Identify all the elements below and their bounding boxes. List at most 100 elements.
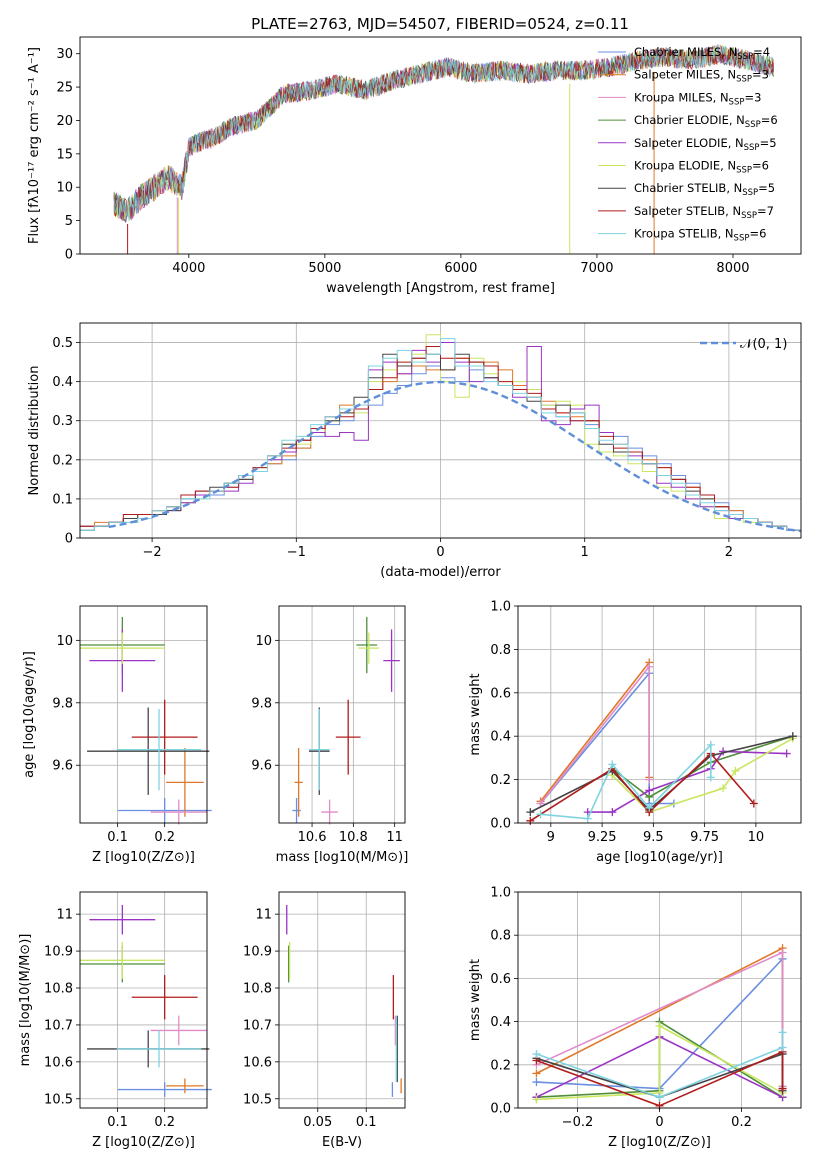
y-tick-label: 0.5 <box>52 336 73 351</box>
weight-marker <box>778 1043 787 1052</box>
weight-marker <box>645 803 654 812</box>
x-axis-label: (data-model)/error <box>380 565 501 580</box>
legend-label-sub: SSP <box>744 143 760 153</box>
weight-marker <box>532 1095 541 1104</box>
spectrum-title: PLATE=2763, MJD=54507, FIBERID=0524, z=0… <box>251 15 629 33</box>
x-tick-label: 0.05 <box>303 1115 332 1130</box>
legend-label-text: Salpeter MILES, N <box>634 68 736 82</box>
weight-series <box>536 662 654 808</box>
error-bar-point <box>321 799 338 825</box>
weight-marker <box>706 740 715 749</box>
error-bar-point <box>80 632 165 664</box>
legend-label-value: =6 <box>752 159 769 173</box>
x-tick-label: 0 <box>655 1115 663 1130</box>
y-tick-label: 0.3 <box>52 414 73 429</box>
legend-label-sub: SSP <box>734 234 750 244</box>
axes-frame <box>278 891 406 1109</box>
y-tick-label: 0.2 <box>52 453 73 468</box>
weight-marker <box>706 773 715 782</box>
error-bar-point <box>80 941 165 979</box>
y-tick-label: 10.6 <box>243 1055 272 1070</box>
weight-marker <box>526 816 535 825</box>
error-bar-point <box>358 632 380 664</box>
axes-frame <box>278 605 406 824</box>
error-bar-point <box>166 748 204 817</box>
weight-series <box>583 747 791 817</box>
axes-frame <box>79 322 802 539</box>
y-tick-label: 0 <box>65 532 73 547</box>
error-bar-point <box>294 748 303 817</box>
weight-marker <box>645 786 654 795</box>
x-tick-label: 4000 <box>172 261 205 276</box>
y-axis-label: mass [log10(M/M⊙)] <box>18 934 33 1067</box>
x-tick-label: 10.8 <box>339 830 368 845</box>
legend-label: Chabrier MILES, NSSP=4 <box>634 45 770 62</box>
x-tick-label: −1 <box>287 545 306 560</box>
axes-frame <box>517 605 802 824</box>
error-bar-point <box>117 1082 212 1097</box>
y-tick-label: 10.5 <box>243 1092 272 1107</box>
x-tick-label: 6000 <box>444 261 477 276</box>
error-bar-point <box>116 1030 202 1068</box>
plot-area <box>532 944 787 1110</box>
x-tick-label: 0.1 <box>356 1115 377 1130</box>
weight-marker <box>731 766 740 775</box>
legend-label-sub: SSP <box>736 166 752 176</box>
x-tick-label: 9.75 <box>690 830 719 845</box>
legend-label: Kroupa STELIB, NSSP=6 <box>634 227 766 244</box>
plot-area <box>80 904 212 1097</box>
legend-label: Kroupa ELODIE, NSSP=6 <box>634 159 769 176</box>
y-tick-label: 0.2 <box>490 1058 511 1073</box>
y-tick-label: 25 <box>56 81 73 96</box>
weight-line <box>587 750 787 813</box>
legend-label-sub: SSP <box>737 52 753 62</box>
spectrum-series-line <box>113 44 774 221</box>
weight-marker <box>655 1021 664 1030</box>
spectrum-series-line <box>113 46 774 222</box>
weight-marker <box>532 1050 541 1058</box>
x-tick-label: 0.2 <box>731 1115 752 1130</box>
x-tick-label: 10.6 <box>298 830 327 845</box>
error-bar-point <box>87 707 210 795</box>
plot-area <box>526 658 797 825</box>
y-tick-label: 1.0 <box>490 886 511 901</box>
error-bar-point <box>383 629 400 692</box>
y-axis-label: age [log10(age/yr)] <box>22 651 37 778</box>
error-bar-point <box>131 975 198 1020</box>
legend-label-text: Chabrier ELODIE, N <box>634 113 745 127</box>
y-tick-label: 10.9 <box>243 945 272 960</box>
y-tick-label: 0.1 <box>52 492 73 507</box>
error-bar-point <box>166 1078 204 1094</box>
legend-label: Chabrier ELODIE, NSSP=6 <box>634 113 778 130</box>
y-tick-label: 10.7 <box>243 1018 272 1033</box>
x-tick-label: 8000 <box>716 261 749 276</box>
y-tick-label: 0.8 <box>490 929 511 944</box>
weight-marker <box>778 948 787 957</box>
axes-frame <box>79 36 802 255</box>
x-tick-label: 0.2 <box>154 1115 175 1130</box>
axes-frame <box>79 891 208 1109</box>
y-axis-label: Normed distribution <box>27 366 42 496</box>
x-axis-label: age [log10(age/yr)] <box>596 850 723 865</box>
x-axis-label: Z [log10(Z/Z⊙)] <box>92 1135 195 1150</box>
legend-label-value: =6 <box>749 227 766 241</box>
x-tick-label: 9.5 <box>643 830 664 845</box>
x-tick-label: −2 <box>143 545 162 560</box>
y-axis-label: Flux [fλ10⁻¹⁷ erg cm⁻² s⁻¹ A⁻¹] <box>27 47 42 244</box>
x-tick-label: 0.2 <box>154 830 175 845</box>
plot-area <box>286 904 402 1097</box>
x-axis-label: wavelength [Angstrom, rest frame] <box>326 281 555 296</box>
x-tick-label: 0.1 <box>107 1115 128 1130</box>
panel-ebv_vs_mass: 0.05 0.1 10.5 10.6 10.7 10.8 10.9 11 E(B-V) <box>243 891 406 1150</box>
y-tick-label: 10.8 <box>243 982 272 997</box>
y-tick-label: 0.6 <box>490 972 511 987</box>
y-tick-label: 15 <box>56 147 73 162</box>
plot-area <box>80 616 212 825</box>
y-tick-label: 9.8 <box>52 696 73 711</box>
error-bar-point <box>89 904 156 935</box>
weight-marker <box>719 784 728 793</box>
y-tick-label: 9.6 <box>52 759 73 774</box>
legend-label-sub: SSP <box>742 188 758 198</box>
spectrum-lines <box>113 44 774 254</box>
x-axis-label: E(B-V) <box>322 1135 362 1150</box>
